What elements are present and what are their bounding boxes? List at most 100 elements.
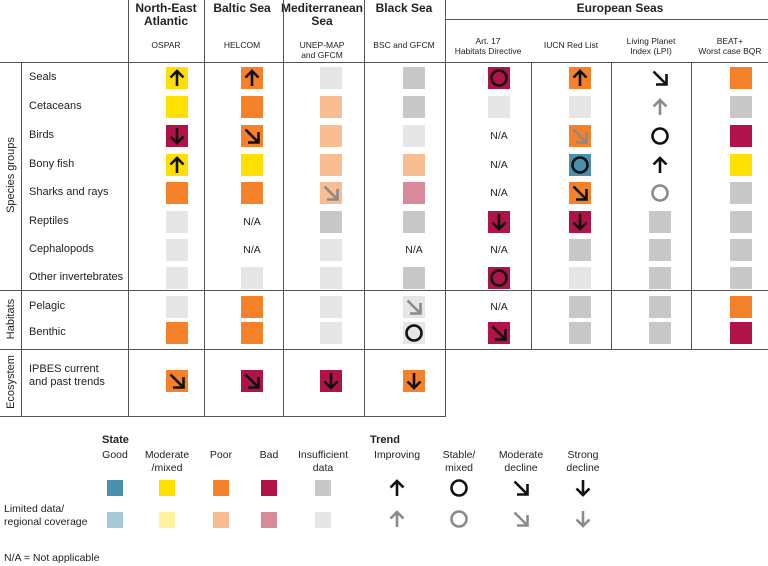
status-square <box>730 154 752 176</box>
divider <box>445 62 446 416</box>
legend-swatch <box>315 480 331 496</box>
stable-icon <box>405 324 423 342</box>
na-label: N/A <box>490 244 508 256</box>
divider <box>364 62 365 416</box>
up-icon <box>652 156 668 173</box>
trend-title: Trend <box>370 434 400 446</box>
assessment-cell <box>166 322 188 344</box>
stable-icon <box>450 510 468 528</box>
assessment-cell <box>403 154 425 176</box>
assessment-cell <box>241 154 263 176</box>
assessment-cell <box>649 211 671 233</box>
region-title: Mediterranean Sea <box>280 1 364 28</box>
assessment-cell <box>730 96 752 118</box>
status-square <box>320 267 342 289</box>
assessment-cell <box>488 211 510 233</box>
assessment-cell <box>320 67 342 89</box>
region-title: North-East Atlantic <box>135 1 197 28</box>
limited-data-label: Limited data/regional coverage <box>4 503 88 528</box>
status-square <box>320 322 342 344</box>
assessment-cell <box>320 211 342 233</box>
status-square <box>166 322 188 344</box>
legend-swatch <box>159 480 175 496</box>
stable-icon <box>571 156 589 174</box>
assessment-cell <box>241 125 263 147</box>
source-label: BSC and GFCM <box>373 40 435 50</box>
divider <box>0 290 768 291</box>
legend-swatch-limited <box>261 512 277 528</box>
status-square <box>569 267 591 289</box>
assessment-cell <box>241 267 263 289</box>
na-label: N/A <box>243 216 261 228</box>
divider <box>128 0 129 62</box>
divider <box>531 62 532 349</box>
row-label: Bony fish <box>29 158 75 170</box>
row-label: Pelagic <box>29 300 66 312</box>
state-legend-label: Bad <box>259 449 279 461</box>
status-square <box>320 296 342 318</box>
assessment-cell <box>320 182 342 204</box>
row-label: Cetaceans <box>29 100 82 112</box>
status-square <box>730 239 752 261</box>
assessment-cell <box>569 239 591 261</box>
legend-trend <box>386 477 408 499</box>
divider <box>0 416 446 417</box>
status-square <box>320 154 342 176</box>
status-square <box>166 267 188 289</box>
status-square <box>730 67 752 89</box>
assessment-cell <box>166 211 188 233</box>
legend-swatch <box>107 480 123 496</box>
assessment-cell <box>166 182 188 204</box>
trend-legend-label: Improving <box>373 449 421 461</box>
stable-icon <box>490 69 508 87</box>
status-square <box>320 211 342 233</box>
assessment-cell <box>569 96 591 118</box>
status-square <box>166 296 188 318</box>
legend-swatch-limited <box>159 512 175 528</box>
assessment-cell <box>320 267 342 289</box>
status-square <box>241 296 263 318</box>
assessment-cell <box>730 296 752 318</box>
divider <box>691 62 692 349</box>
moddecline-icon <box>572 185 588 201</box>
assessment-cell <box>166 67 188 89</box>
source-label: IUCN Red List <box>543 40 599 50</box>
status-square <box>649 211 671 233</box>
assessment-cell <box>166 125 188 147</box>
legend-swatch-limited <box>213 512 229 528</box>
moddecline-icon <box>572 128 588 144</box>
up-icon <box>389 510 405 527</box>
assessment-cell <box>730 182 752 204</box>
divider <box>0 349 768 350</box>
moddecline-icon <box>513 480 529 496</box>
status-square <box>320 67 342 89</box>
status-square <box>649 267 671 289</box>
source-label: OSPAR <box>151 40 181 50</box>
assessment-cell <box>649 67 671 89</box>
status-square <box>403 267 425 289</box>
up-icon <box>169 69 185 86</box>
assessment-cell <box>403 267 425 289</box>
status-square <box>569 239 591 261</box>
legend-trend <box>572 477 594 499</box>
state-legend-label: Moderate/mixed <box>144 449 190 474</box>
divider <box>204 0 205 62</box>
divider <box>445 19 768 20</box>
divider <box>0 62 768 63</box>
assessment-cell <box>320 125 342 147</box>
assessment-cell <box>649 239 671 261</box>
moddecline-icon <box>406 299 422 315</box>
row-label: IPBES current and past trends <box>29 363 105 388</box>
source-label: BEAT+ Worst case BQR <box>698 36 762 56</box>
assessment-cell <box>488 267 510 289</box>
stable-icon <box>651 184 669 202</box>
na-label: N/A <box>490 301 508 313</box>
state-legend-label: Insufficient data <box>297 449 348 474</box>
status-square <box>320 125 342 147</box>
assessment-cell <box>241 182 263 204</box>
assessment-cell <box>403 296 425 318</box>
status-square <box>569 96 591 118</box>
assessment-cell <box>569 125 591 147</box>
source-label: Art. 17 Habitats Directive <box>454 36 522 56</box>
assessment-cell <box>649 154 671 176</box>
